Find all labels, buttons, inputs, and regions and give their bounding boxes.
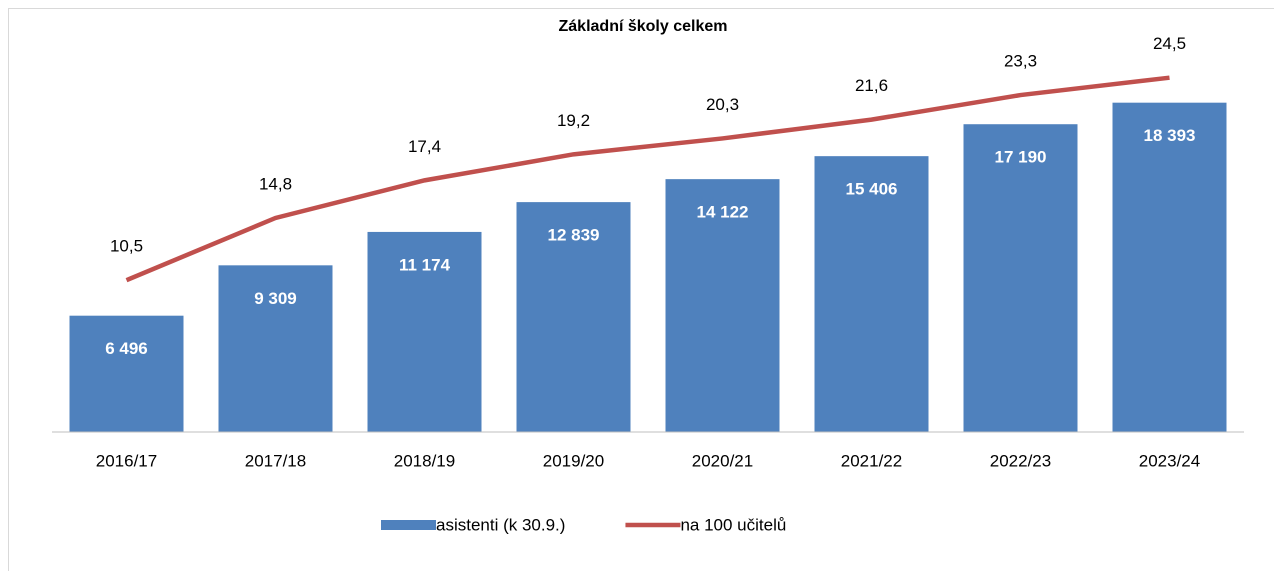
line-value-label: 19,2 [557, 111, 590, 130]
bar-value-label: 14 122 [697, 203, 749, 222]
chart-border [9, 9, 1274, 572]
legend-swatch [381, 520, 436, 530]
bar-value-label: 6 496 [105, 339, 148, 358]
legend-label: asistenti (k 30.9.) [436, 515, 565, 534]
chart-title: Základní školy celkem [559, 18, 728, 35]
line-value-label: 14,8 [259, 174, 292, 193]
bar [1113, 103, 1227, 432]
bar-value-label: 18 393 [1144, 126, 1196, 145]
x-tick-label: 2016/17 [96, 451, 157, 470]
x-tick-label: 2019/20 [543, 451, 604, 470]
x-tick-label: 2022/23 [990, 451, 1051, 470]
x-tick-label: 2023/24 [1139, 451, 1200, 470]
bar-value-label: 12 839 [548, 226, 600, 245]
bar-value-label: 17 190 [995, 148, 1047, 167]
x-tick-label: 2017/18 [245, 451, 306, 470]
line-value-label: 10,5 [110, 237, 143, 256]
x-tick-label: 2018/19 [394, 451, 455, 470]
line-value-label: 24,5 [1153, 34, 1186, 53]
line-value-label: 21,6 [855, 76, 888, 95]
legend-label: na 100 učitelů [680, 515, 786, 534]
bar [70, 316, 184, 432]
bar-value-label: 15 406 [846, 180, 898, 199]
bar-value-label: 9 309 [254, 289, 297, 308]
x-tick-label: 2020/21 [692, 451, 753, 470]
bar [964, 124, 1078, 432]
line-value-label: 20,3 [706, 95, 739, 114]
line-value-label: 17,4 [408, 137, 441, 156]
bar-value-label: 11 174 [399, 255, 451, 274]
line-value-label: 23,3 [1004, 52, 1037, 71]
x-tick-label: 2021/22 [841, 451, 902, 470]
